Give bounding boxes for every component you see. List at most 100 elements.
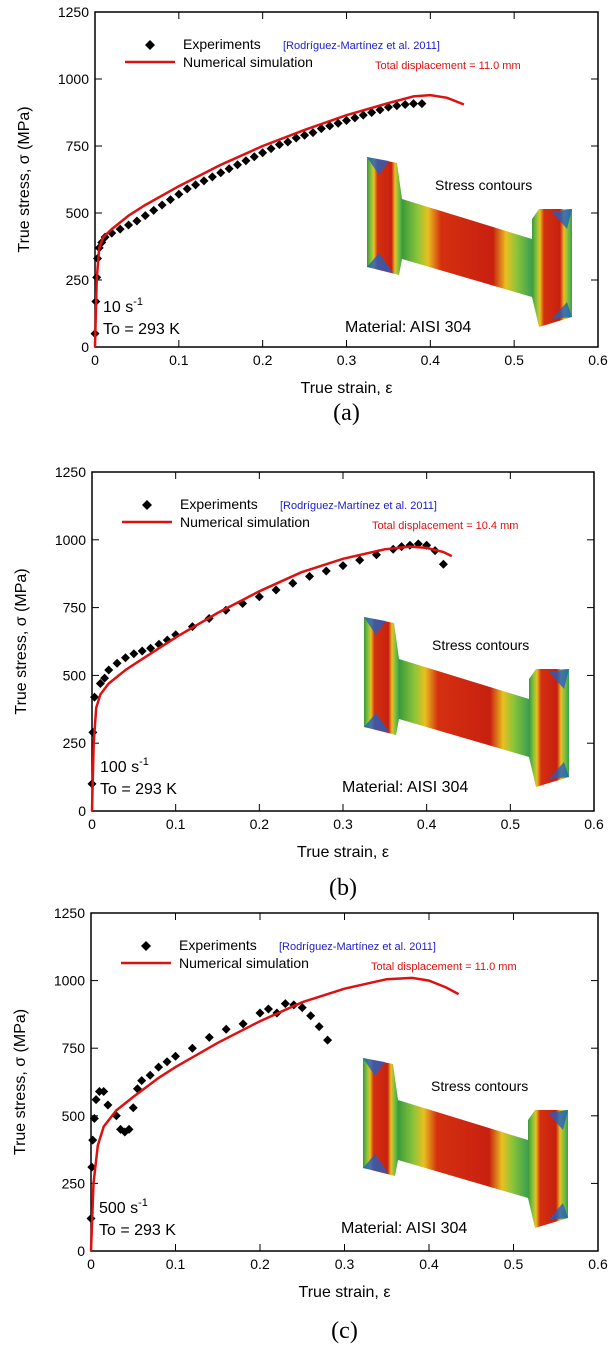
y-axis-label: True stress, σ (MPa) [13,568,30,714]
temperature: To = 293 K [103,321,180,338]
y-tick-label: 1000 [58,71,89,87]
citation: [Rodríguez-Martínez et al. 2011] [283,40,440,52]
experiment-point [266,144,276,154]
x-tick-label: 0.2 [250,816,270,832]
x-tick-label: 0.5 [504,352,524,368]
experiment-point [323,1035,333,1045]
x-axis-label: True strain, ε [301,380,393,397]
experiment-point [137,646,147,656]
experiment-point [199,176,209,186]
experiment-point [90,692,100,702]
experiment-point [358,110,368,120]
experiment-point [249,152,259,162]
legend-label: Numerical simulation [179,955,309,971]
legend-label: Experiments [180,496,258,512]
y-tick-label: 1250 [54,905,85,921]
y-tick-label: 750 [62,1040,86,1056]
displacement-note: Total displacement = 11.0 mm [375,60,521,72]
experiment-point [145,1070,155,1080]
experiment-point [254,592,264,602]
experiment-point [325,121,335,131]
experiment-point [132,216,142,226]
y-axis-label: True stress, σ (MPa) [12,1009,29,1155]
experiment-point [89,1114,99,1124]
panel-caption: (a) [333,400,360,426]
experiment-point [321,566,331,576]
x-tick-label: 0 [88,816,96,832]
panel: Stress contours 0 0.1 0.2 0.3 0.4 0.5 0.6 0 250 50… [13,464,604,901]
x-tick-label: 0.5 [501,816,521,832]
experiment-point [129,649,139,659]
citation: [Rodríguez-Martínez et al. 2011] [279,941,436,953]
experiment-point [263,1004,273,1014]
y-tick-label: 1250 [58,4,89,20]
experiment-point [171,1051,180,1061]
experiment-point [274,140,284,150]
experiment-point [149,205,159,215]
temperature: To = 293 K [100,781,177,798]
y-axis-label: True stress, σ (MPa) [16,106,33,252]
x-tick-label: 0 [87,1256,95,1272]
contour-label: Stress contours [432,637,529,653]
experiment-point [241,156,251,166]
x-tick-label: 0.4 [419,1256,439,1272]
y-tick-label: 500 [63,667,87,683]
panel-caption: (b) [329,875,357,901]
experiment-point [99,1086,109,1096]
experiment-point [375,105,385,115]
experiment-point [95,679,105,689]
experiment-point [207,172,217,182]
experiment-point [342,116,351,126]
experiment-point [306,1011,316,1021]
legend-label: Experiments [183,36,261,52]
y-tick-label: 250 [63,735,87,751]
experiment-point [233,160,243,170]
panel: Stress contours 0 0.1 0.2 0.3 0.4 0.5 0.6 0 250 50… [16,4,608,426]
plot-frame [90,912,599,1252]
strain-rate-exponent: -1 [138,1197,148,1209]
y-tick-label: 750 [66,138,90,154]
experiment-point [88,1135,98,1145]
experiment-point [137,1076,147,1086]
experiment-point [280,999,290,1009]
experiment-point [300,130,310,140]
experiment-point [316,124,326,134]
experiment-point [91,1095,101,1105]
strain-rate-value: 100 s [100,759,139,776]
legend-marker [142,500,152,510]
experiment-point [100,673,110,683]
experiment-point [438,559,448,569]
experiment-point [338,561,348,571]
y-tick-label: 0 [77,1243,85,1259]
experiment-point [355,555,365,565]
x-tick-label: 0.5 [504,1256,524,1272]
experiment-point [392,101,402,111]
experiment-point [255,1008,265,1018]
experiment-point [140,211,150,221]
y-tick-label: 250 [62,1175,86,1191]
experiment-point [103,1100,113,1110]
experiment-point [367,108,377,117]
experiment-point [88,727,98,737]
material-note: Material: AISI 304 [342,779,468,796]
displacement-note: Total displacement = 10.4 mm [372,520,518,532]
experiment-point [165,195,175,205]
experiment-point [405,540,415,550]
y-tick-label: 750 [63,600,87,616]
experiment-point [104,665,114,675]
y-tick-label: 1000 [54,973,85,989]
simulation-line [89,976,460,1252]
plot-frame [94,11,599,348]
experiment-point [112,658,122,668]
strain-rate: 500 s-1 [99,1197,148,1217]
experiment-point [154,1062,164,1072]
strain-rate-exponent: -1 [133,296,143,308]
legend-marker [141,941,151,951]
panel: Stress contours 0 0.1 0.2 0.3 0.4 0.5 0.6 0 250 50… [12,905,608,1344]
displacement-note: Total displacement = 11.0 mm [371,961,517,973]
experiment-point [115,224,125,234]
experiment-point [297,1003,307,1013]
x-tick-label: 0.4 [421,352,441,368]
experiment-point [204,1032,214,1042]
